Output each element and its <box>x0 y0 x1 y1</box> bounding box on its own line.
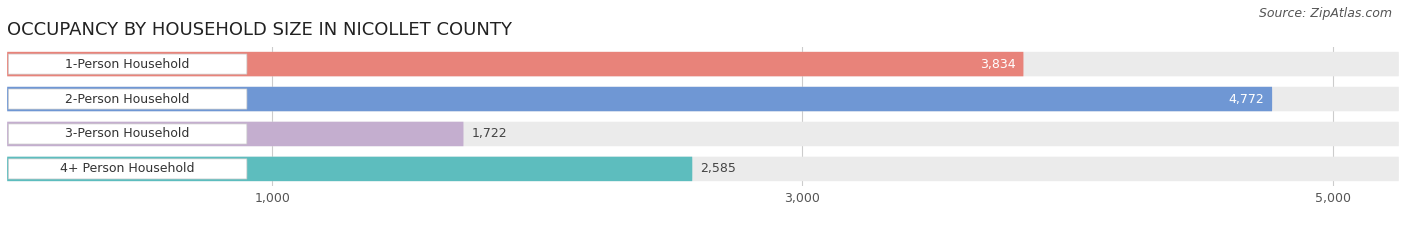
FancyBboxPatch shape <box>7 52 1024 76</box>
Text: 3,834: 3,834 <box>980 58 1015 71</box>
Text: 4,772: 4,772 <box>1229 93 1264 106</box>
FancyBboxPatch shape <box>8 159 247 179</box>
FancyBboxPatch shape <box>7 52 1399 76</box>
Text: 1,722: 1,722 <box>471 127 508 140</box>
FancyBboxPatch shape <box>7 157 692 181</box>
FancyBboxPatch shape <box>7 122 464 146</box>
Text: 2,585: 2,585 <box>700 162 737 175</box>
Text: 1-Person Household: 1-Person Household <box>66 58 190 71</box>
FancyBboxPatch shape <box>8 89 247 109</box>
FancyBboxPatch shape <box>7 87 1272 111</box>
FancyBboxPatch shape <box>8 124 247 144</box>
Text: Source: ZipAtlas.com: Source: ZipAtlas.com <box>1258 7 1392 20</box>
FancyBboxPatch shape <box>8 54 247 74</box>
Text: 2-Person Household: 2-Person Household <box>66 93 190 106</box>
FancyBboxPatch shape <box>7 157 1399 181</box>
Text: 4+ Person Household: 4+ Person Household <box>60 162 195 175</box>
FancyBboxPatch shape <box>7 122 1399 146</box>
Text: OCCUPANCY BY HOUSEHOLD SIZE IN NICOLLET COUNTY: OCCUPANCY BY HOUSEHOLD SIZE IN NICOLLET … <box>7 21 512 39</box>
FancyBboxPatch shape <box>7 87 1399 111</box>
Text: 3-Person Household: 3-Person Household <box>66 127 190 140</box>
